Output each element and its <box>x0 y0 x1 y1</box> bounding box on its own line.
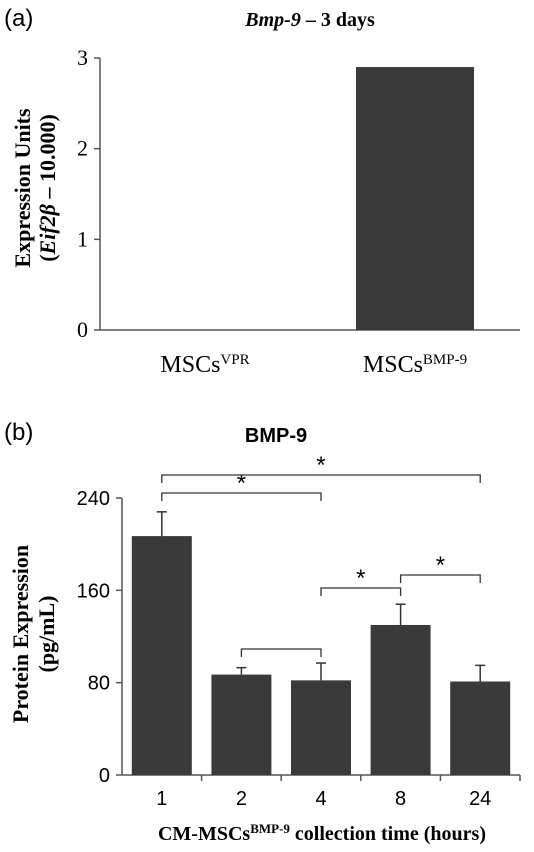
chart-b-bar <box>291 680 351 775</box>
chart-b-category-label: 2 <box>236 788 247 810</box>
chart-a-ytick-label: 0 <box>77 317 88 342</box>
chart-a-title: Bmp-9 – 3 days <box>244 9 375 31</box>
chart-a-ytick-label: 3 <box>77 45 88 70</box>
chart-a-ytick-label: 2 <box>77 136 88 161</box>
chart-b-bar <box>450 681 511 775</box>
panel-a-label: (a) <box>4 5 33 32</box>
svg-text:Protein Expression: Protein Expression <box>8 545 33 723</box>
chart-a-category-label: MSCsVPR <box>160 352 249 378</box>
chart-b-ytick-label: 240 <box>77 488 110 510</box>
chart-b-bar <box>211 674 272 775</box>
chart-b-category-label: 1 <box>156 788 167 810</box>
chart-b-significance-label: * <box>436 552 445 579</box>
chart-b-category-label: 24 <box>469 788 491 810</box>
chart-b-ytick-label: 160 <box>77 580 110 602</box>
panel-b-label: (b) <box>4 419 33 446</box>
chart-a-ytick-label: 1 <box>77 226 88 251</box>
chart-b-ytick-label: 0 <box>99 765 110 787</box>
svg-text:(Eif2β – 10.000): (Eif2β – 10.000) <box>35 114 60 262</box>
chart-b-category-label: 8 <box>395 788 406 810</box>
chart-b-significance-label: * <box>237 470 246 497</box>
chart-b-xlabel: CM-MSCsBMP-9 collection time (hours) <box>158 821 486 846</box>
chart-b-category-label: 4 <box>315 788 326 810</box>
chart-b-significance-bracket <box>161 492 322 501</box>
chart-b-significance-bracket <box>320 587 402 596</box>
chart-b-bar <box>370 624 431 775</box>
svg-text:(pg/mL): (pg/mL) <box>34 596 59 673</box>
chart-b-ytick-label: 80 <box>88 673 110 695</box>
svg-text:Expression Units: Expression Units <box>10 108 35 268</box>
chart-a: Bmp-9 – 3 days Expression Units (Eif2β –… <box>10 9 520 378</box>
chart-b-significance-label: * <box>316 452 325 479</box>
chart-b-bar <box>131 536 192 775</box>
chart-b-significance-label: * <box>356 565 365 592</box>
chart-b-significance-bracket <box>240 648 322 657</box>
chart-a-ylabel: Expression Units (Eif2β – 10.000) <box>10 108 60 268</box>
chart-b-significance-bracket <box>399 574 481 583</box>
chart-b-ylabel: Protein Expression (pg/mL) <box>8 545 59 723</box>
chart-b: BMP-9 Protein Expression (pg/mL) CM-MSCs… <box>8 425 521 846</box>
chart-b-significance-bracket <box>161 474 481 483</box>
chart-a-category-label: MSCsBMP-9 <box>363 352 467 378</box>
chart-b-title: BMP-9 <box>245 425 307 447</box>
chart-a-bar <box>356 67 474 331</box>
